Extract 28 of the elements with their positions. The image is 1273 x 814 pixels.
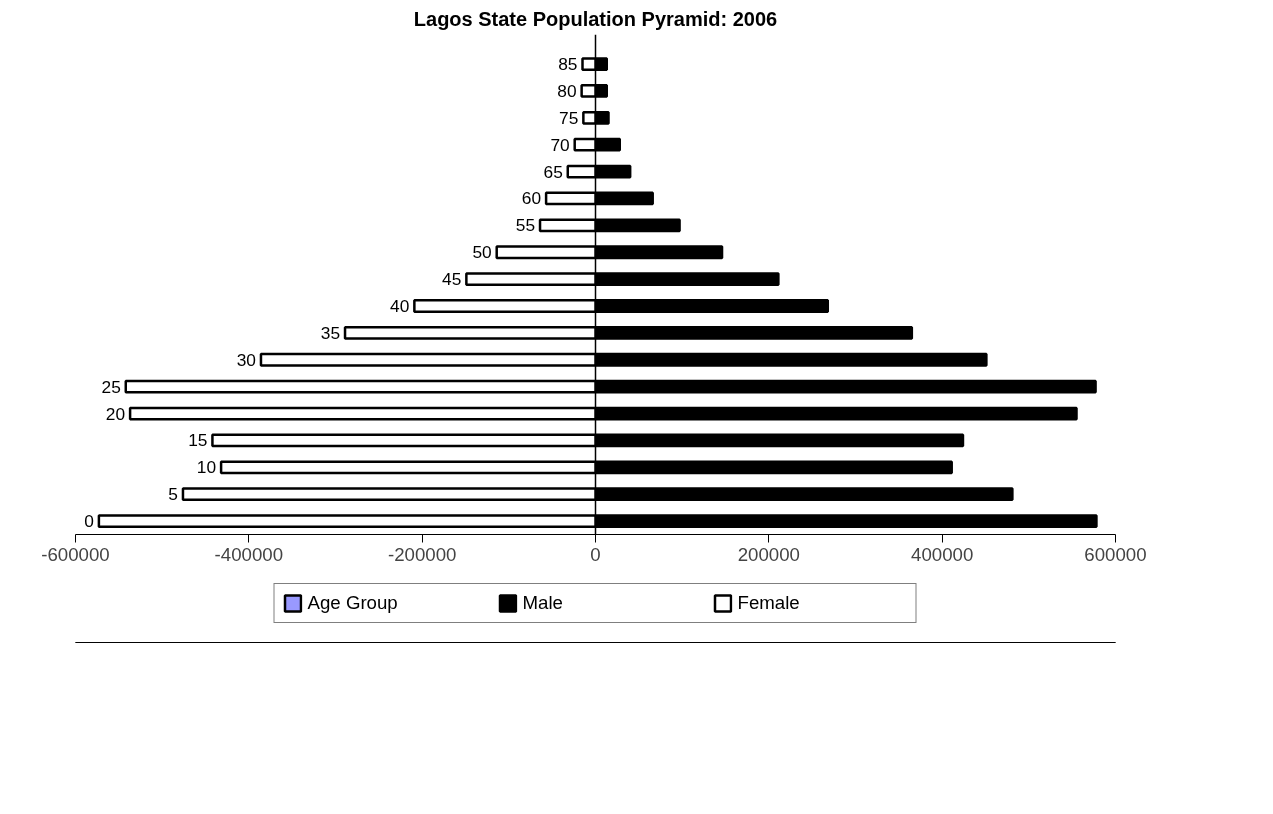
y-tick-label: 40 (390, 296, 410, 317)
y-tick-label: 35 (320, 322, 341, 343)
y-tick-label: 80 (557, 80, 577, 101)
y-tick-label: 45 (442, 269, 462, 290)
y-tick-label: 50 (472, 242, 492, 263)
x-tick-label: -200000 (387, 543, 457, 565)
y-tick-label: 5 (168, 484, 178, 505)
x-tick-label: -400000 (214, 543, 284, 565)
y-tick-label: 60 (521, 188, 542, 209)
y-tick-label: 75 (559, 107, 579, 128)
y-tick-label: 30 (236, 349, 256, 370)
y-tick-label: 85 (558, 54, 578, 75)
y-tick-label: 15 (188, 430, 208, 451)
x-tick-label: 0 (590, 543, 601, 565)
legend-label: Male (522, 592, 564, 614)
y-tick-label: 55 (515, 215, 536, 236)
x-tick-label: -600000 (41, 543, 110, 565)
x-tick-label: 400000 (911, 543, 974, 565)
chart-title: Lagos State Population Pyramid: 2006 (413, 7, 778, 30)
y-tick-label: 20 (105, 403, 126, 424)
x-tick-label: 200000 (737, 543, 800, 565)
legend-label: Female (737, 592, 801, 614)
x-tick-label: 600000 (1084, 543, 1147, 565)
legend-label: Age Group (307, 592, 399, 614)
y-tick-label: 70 (550, 134, 570, 155)
y-tick-label: 25 (101, 376, 121, 397)
y-tick-label: 10 (196, 457, 217, 478)
y-tick-label: 65 (543, 161, 563, 182)
